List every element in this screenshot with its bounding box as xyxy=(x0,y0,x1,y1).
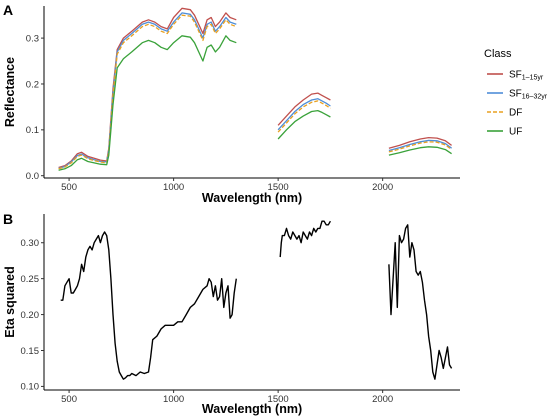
panel-b-y-tick-label: 0.10 xyxy=(21,382,40,393)
panel-b-series-line xyxy=(279,220,332,258)
legend-label: DF xyxy=(509,108,522,119)
panel-a-x-tick-label: 500 xyxy=(61,182,77,193)
panel-a-series-line xyxy=(58,14,237,170)
panel-a-series-line xyxy=(277,109,331,140)
panel-a-y-tick-label: 0.2 xyxy=(26,79,39,90)
panel-a-series-line xyxy=(388,146,452,156)
panel-a-x-axis-title: Wavelength (nm) xyxy=(202,191,302,205)
panel-a-series xyxy=(58,7,452,171)
panel-a-x-ticks: 500 1000 1500 2000 xyxy=(61,178,393,193)
panel-a-x-tick-label: 2000 xyxy=(372,182,393,193)
panel-a-y-tick-label: 0.1 xyxy=(26,125,39,136)
panel-a-series-line xyxy=(388,139,452,152)
panel-b-y-tick-label: 0.15 xyxy=(21,346,40,357)
legend-label: SF16–32yr xyxy=(509,89,548,101)
panel-b-series-line xyxy=(388,224,453,380)
panel-a-letter: A xyxy=(3,2,13,18)
panel-b-series xyxy=(60,220,453,380)
legend-entries: SF1–15yr SF16–32yr DF UF xyxy=(487,70,548,138)
panel-b-y-tick-label: 0.25 xyxy=(21,274,40,285)
panel-a: A 0.0 0.1 0.2 0.3 500 1000 1500 2000 Wavelengt… xyxy=(3,2,460,205)
panel-b-x-tick-label: 1000 xyxy=(163,394,184,405)
panel-b-y-tick-label: 0.30 xyxy=(21,238,40,249)
panel-b-y-ticks: 0.10 0.15 0.20 0.25 0.30 xyxy=(21,238,44,393)
panel-a-x-tick-label: 1500 xyxy=(268,182,289,193)
panel-a-series-line xyxy=(277,100,331,133)
panel-a-series-line xyxy=(277,92,331,126)
panel-a-series-line xyxy=(388,136,452,149)
panel-b-y-tick-label: 0.20 xyxy=(21,310,40,321)
panel-b-x-ticks: 500 1000 1500 2000 xyxy=(61,390,393,405)
legend-label: SF1–15yr xyxy=(509,70,544,82)
panel-a-y-axis-title: Reflectance xyxy=(3,57,17,127)
panel-a-x-tick-label: 1000 xyxy=(163,182,184,193)
legend-label: UF xyxy=(509,127,522,138)
panel-b: B 0.10 0.15 0.20 0.25 0.30 500 1000 1500 2000 W… xyxy=(3,211,460,416)
panel-b-y-axis-title: Eta squared xyxy=(3,266,17,338)
panel-b-x-tick-label: 500 xyxy=(61,394,77,405)
panel-b-x-tick-label: 1500 xyxy=(268,394,289,405)
panel-b-series-line xyxy=(60,231,237,380)
panel-b-letter: B xyxy=(3,211,13,227)
panel-a-y-tick-label: 0.3 xyxy=(26,33,39,44)
panel-a-series-line xyxy=(388,141,452,153)
panel-a-series-line xyxy=(58,35,237,171)
panel-a-series-line xyxy=(58,7,237,169)
panel-b-x-axis-title: Wavelength (nm) xyxy=(202,402,302,416)
panel-a-y-tick-label: 0.0 xyxy=(26,171,39,182)
legend: Class SF1–15yr SF16–32yr DF UF xyxy=(484,48,548,138)
panel-a-y-ticks: 0.0 0.1 0.2 0.3 xyxy=(26,33,44,182)
panel-b-x-tick-label: 2000 xyxy=(372,394,393,405)
legend-title: Class xyxy=(484,48,512,60)
panel-a-series-line xyxy=(58,12,237,170)
panel-a-series-line xyxy=(277,98,331,131)
